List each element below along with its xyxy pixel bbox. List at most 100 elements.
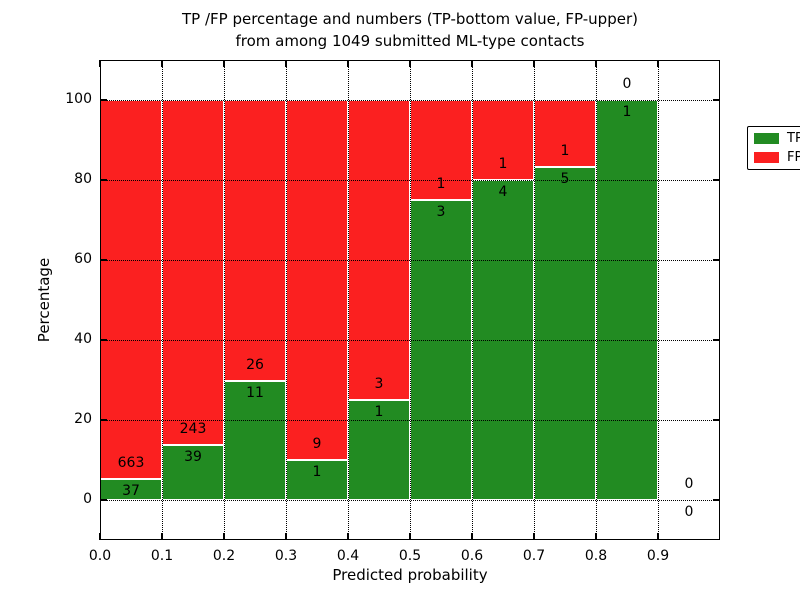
tp-bar-segment xyxy=(596,100,658,500)
x-tick-top xyxy=(657,60,659,67)
y-tick-label: 80 xyxy=(74,171,92,187)
x-gridline xyxy=(657,60,659,540)
y-tick-label: 40 xyxy=(74,331,92,347)
legend-entry-tp: TP xyxy=(754,131,800,146)
x-tick-bottom xyxy=(223,533,225,540)
x-tick-bottom xyxy=(533,533,535,540)
tp-bar-segment xyxy=(534,166,596,500)
y-tick-left xyxy=(100,99,107,101)
x-tick-bottom xyxy=(595,533,597,540)
legend-label-fp: FP xyxy=(787,150,800,165)
x-tick-top xyxy=(533,60,535,67)
x-tick-bottom xyxy=(657,533,659,540)
y-tick-right xyxy=(713,99,720,101)
fp-bar-segment xyxy=(100,100,162,479)
legend-entry-fp: FP xyxy=(754,150,800,165)
fp-bar-segment xyxy=(162,100,224,445)
x-tick-label: 0.6 xyxy=(460,548,484,564)
tp-swatch-icon xyxy=(754,133,779,144)
legend: TP FP xyxy=(747,126,800,170)
x-tick-bottom xyxy=(471,533,473,540)
tp-count-label: 11 xyxy=(246,385,264,402)
x-tick-label: 0.2 xyxy=(212,548,236,564)
tp-count-label: 3 xyxy=(436,204,446,220)
y-gridline xyxy=(100,259,720,261)
x-tick-label: 0.4 xyxy=(336,548,360,564)
y-gridline xyxy=(100,499,720,501)
x-gridline xyxy=(471,60,473,540)
x-tick-bottom xyxy=(285,533,287,540)
y-gridline xyxy=(100,339,720,341)
tp-count-label: 4 xyxy=(498,184,508,200)
x-gridline xyxy=(409,60,411,540)
x-gridline xyxy=(161,60,163,540)
chart-title-line2: from among 1049 submitted ML-type contac… xyxy=(235,32,585,50)
fp-bar-segment xyxy=(348,100,410,400)
x-gridline xyxy=(533,60,535,540)
x-gridline xyxy=(595,60,597,540)
fp-count-label: 243 xyxy=(179,420,207,437)
y-tick-left xyxy=(100,419,107,421)
y-gridline xyxy=(100,419,720,421)
tp-count-label: 0 xyxy=(684,504,694,520)
x-gridline xyxy=(285,60,287,540)
fp-count-label: 663 xyxy=(117,454,145,471)
x-tick-top xyxy=(223,60,225,67)
tp-count-label: 37 xyxy=(122,482,140,499)
x-gridline xyxy=(223,60,225,540)
x-tick-bottom xyxy=(99,533,101,540)
chart-title: TP /FP percentage and numbers (TP-bottom… xyxy=(100,8,720,52)
y-tick-label: 100 xyxy=(65,91,92,107)
y-tick-left xyxy=(100,179,107,181)
x-tick-top xyxy=(161,60,163,67)
x-tick-label: 0.3 xyxy=(274,548,298,564)
x-tick-bottom xyxy=(347,533,349,540)
legend-label-tp: TP xyxy=(787,131,800,146)
y-gridline xyxy=(100,99,720,101)
tp-bar-segment xyxy=(410,200,472,500)
y-tick-left xyxy=(100,339,107,341)
x-tick-bottom xyxy=(409,533,411,540)
y-tick-right xyxy=(713,259,720,261)
x-tick-bottom xyxy=(161,533,163,540)
x-tick-top xyxy=(471,60,473,67)
x-tick-top xyxy=(409,60,411,67)
fp-count-label: 0 xyxy=(622,76,632,92)
y-tick-left xyxy=(100,499,107,501)
fp-bar-segment xyxy=(286,100,348,460)
x-tick-label: 0.9 xyxy=(646,548,670,564)
y-tick-left xyxy=(100,259,107,261)
tp-count-label: 5 xyxy=(560,170,570,187)
tp-bar-segment xyxy=(348,400,410,500)
y-tick-right xyxy=(713,179,720,181)
x-tick-label: 0.0 xyxy=(88,548,112,564)
y-tick-label: 0 xyxy=(83,491,92,507)
plot-area: TP FP 663 37 243 39 26 11 9 1 3 1 1 3 1 4 1 5 0 1 0 0 xyxy=(99,60,800,540)
y-tick-label: 60 xyxy=(74,251,92,267)
fp-count-label: 26 xyxy=(246,357,264,374)
x-gridline xyxy=(347,60,349,540)
tp-count-label: 1 xyxy=(622,104,632,120)
y-tick-right xyxy=(713,339,720,341)
y-gridline xyxy=(100,179,720,181)
y-axis-label: Percentage xyxy=(35,257,53,343)
fp-count-label: 1 xyxy=(498,156,508,172)
fp-count-label: 3 xyxy=(374,376,384,392)
fp-count-label: 1 xyxy=(560,142,570,159)
fp-count-label: 0 xyxy=(684,476,694,492)
x-tick-label: 0.1 xyxy=(150,548,174,564)
chart-title-line1: TP /FP percentage and numbers (TP-bottom… xyxy=(182,10,638,28)
fp-bar-segment xyxy=(410,100,472,200)
tp-count-label: 1 xyxy=(374,404,384,420)
x-tick-top xyxy=(285,60,287,67)
fp-swatch-icon xyxy=(754,152,779,163)
fp-count-label: 1 xyxy=(436,176,446,192)
fp-bar-segment xyxy=(224,100,286,382)
tp-count-label: 1 xyxy=(312,464,322,480)
x-tick-label: 0.5 xyxy=(398,548,422,564)
x-axis-label: Predicted probability xyxy=(332,566,488,584)
x-tick-top xyxy=(347,60,349,67)
x-tick-top xyxy=(595,60,597,67)
x-tick-label: 0.8 xyxy=(584,548,608,564)
